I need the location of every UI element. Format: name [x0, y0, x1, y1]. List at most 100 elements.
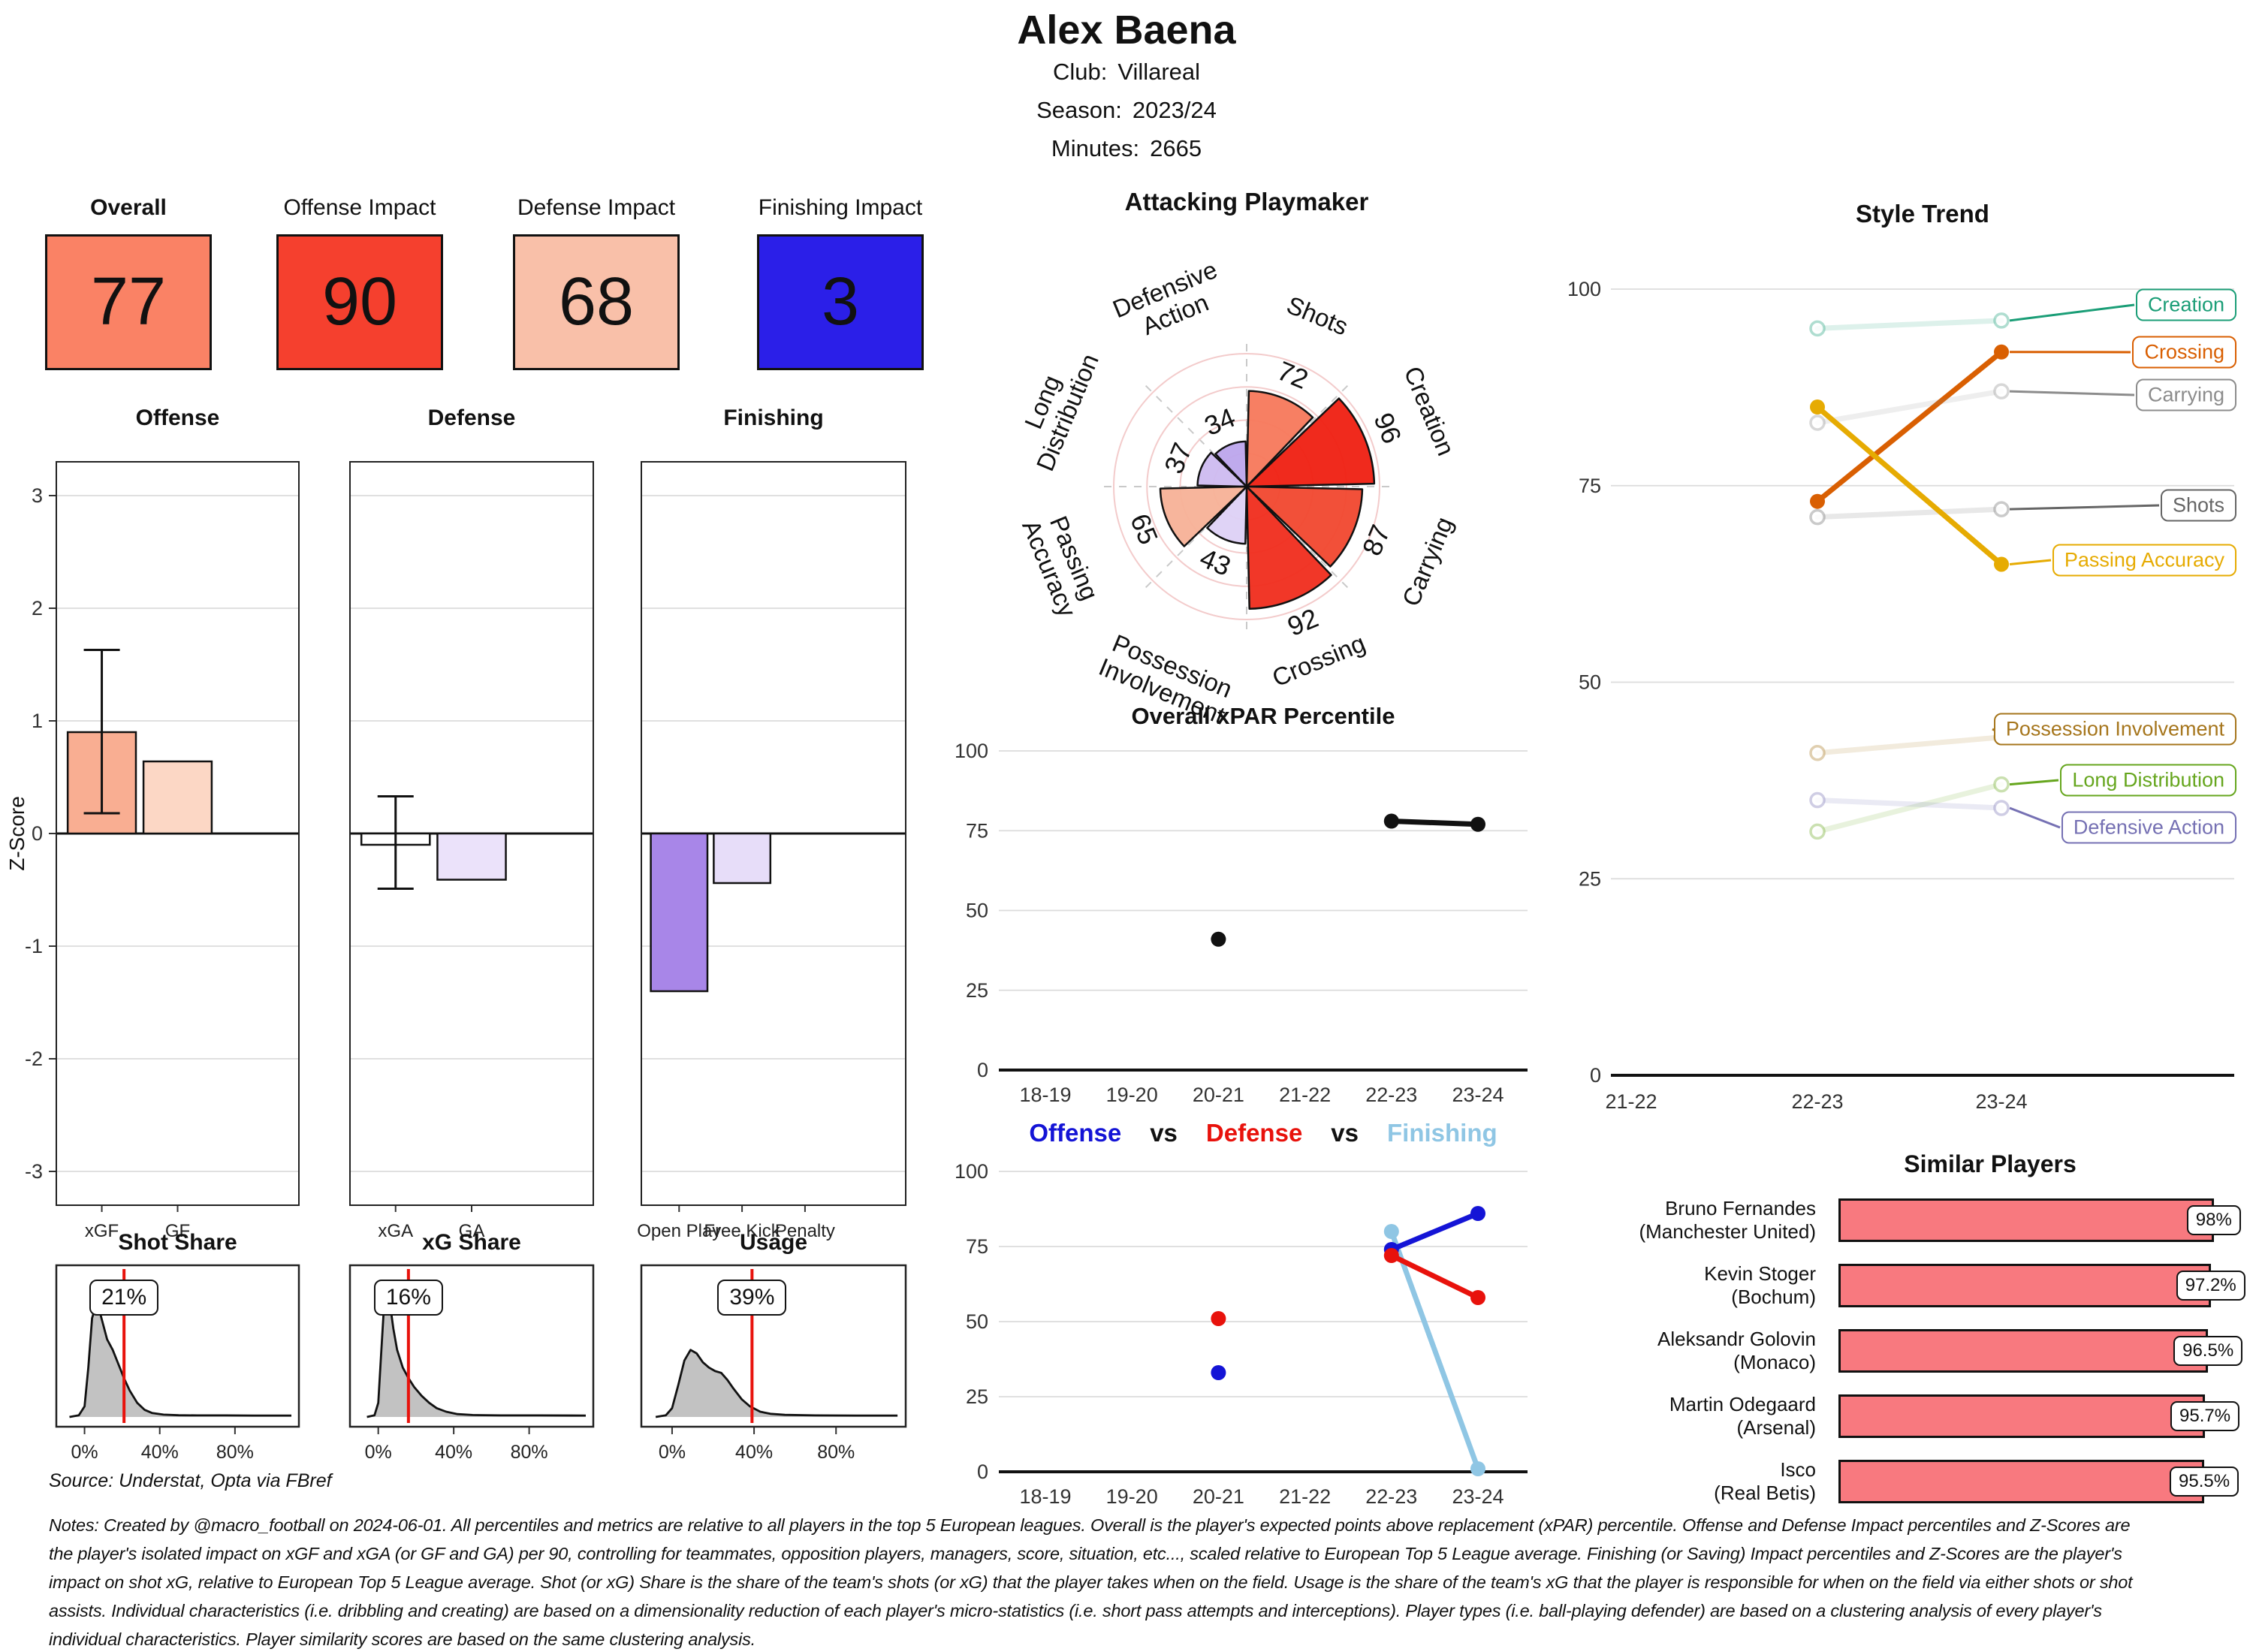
defense-impact-label: Defense Impact	[517, 195, 676, 220]
similarity-bar	[1838, 1394, 2206, 1438]
svg-text:2: 2	[32, 597, 43, 620]
player-name-label: Isco (Real Betis)	[1714, 1458, 1816, 1504]
svg-text:40%: 40%	[735, 1442, 773, 1463]
shot-share-title: Shot Share	[118, 1230, 237, 1255]
finishing-impact-label: Finishing Impact	[758, 195, 923, 220]
svg-text:Crossing: Crossing	[1268, 629, 1369, 692]
svg-text:-3: -3	[25, 1160, 43, 1183]
svg-text:0%: 0%	[659, 1442, 686, 1463]
minutes-label: Minutes:	[1051, 135, 1140, 161]
svg-text:LongDistribution: LongDistribution	[1006, 339, 1104, 475]
svg-text:0%: 0%	[71, 1442, 98, 1463]
series-label-creation: Creation	[2135, 288, 2236, 321]
similarity-bar-area: 98%	[1838, 1198, 2241, 1242]
xpar-title: Overall xPAR Percentile	[1131, 703, 1395, 729]
svg-text:25: 25	[966, 1385, 988, 1408]
club-value: Villareal	[1117, 59, 1201, 85]
club-line: Club: Villareal	[826, 53, 1427, 91]
usage-marker-label: 39%	[717, 1280, 787, 1316]
svg-text:80%: 80%	[511, 1442, 548, 1463]
svg-text:0: 0	[1590, 1064, 1601, 1087]
svg-text:Creation: Creation	[1398, 362, 1460, 459]
notes-line: impact on shot xG, relative to European …	[49, 1572, 2133, 1592]
svg-text:40%: 40%	[141, 1442, 179, 1463]
offense-panel-title: Offense	[135, 405, 220, 430]
svg-text:100: 100	[1567, 278, 1601, 300]
svg-text:1: 1	[32, 710, 43, 732]
similarity-bar	[1838, 1329, 2209, 1373]
svg-text:0: 0	[977, 1059, 988, 1081]
versus-title-vs1: vs	[1150, 1119, 1178, 1147]
similar-players-title: Similar Players	[1904, 1150, 2077, 1177]
versus-title-finishing: Finishing	[1387, 1119, 1497, 1147]
versus-title: Offense vs Defense vs Finishing	[999, 1119, 1528, 1147]
xg-share-marker-label: 16%	[373, 1280, 443, 1316]
similar-player-row: Kevin Stoger (Bochum) 97.2%	[1615, 1262, 2245, 1308]
player-name-label: Bruno Fernandes (Manchester United)	[1639, 1197, 1816, 1243]
svg-text:96: 96	[1368, 408, 1407, 448]
defense-panel-title: Defense	[427, 405, 516, 430]
svg-text:22-23: 22-23	[1365, 1084, 1417, 1106]
svg-text:23-24: 23-24	[1452, 1084, 1504, 1106]
similarity-value: 95.7%	[2170, 1401, 2240, 1431]
svg-text:23-24: 23-24	[1975, 1090, 2027, 1113]
series-label-crossing: Crossing	[2132, 336, 2236, 369]
svg-text:GA: GA	[459, 1221, 485, 1241]
notes-line: the player's isolated impact on xGF and …	[49, 1544, 2122, 1563]
svg-text:18-19: 18-19	[1019, 1485, 1071, 1508]
player-name-label: Aleksandr Golovin (Monaco)	[1657, 1328, 1816, 1373]
svg-text:80%: 80%	[817, 1442, 855, 1463]
svg-text:PassingAccuracy: PassingAccuracy	[1017, 505, 1107, 621]
defense-impact-card: Defense Impact 68	[513, 194, 680, 370]
svg-text:18-19: 18-19	[1019, 1084, 1071, 1106]
svg-text:Z-Score: Z-Score	[5, 796, 29, 871]
similarity-value: 95.5%	[2170, 1467, 2239, 1497]
svg-text:75: 75	[966, 819, 988, 842]
finishing-panel-title: Finishing	[723, 405, 824, 430]
versus-title-vs2: vs	[1331, 1119, 1359, 1147]
svg-text:Carrying: Carrying	[1397, 513, 1458, 610]
svg-text:25: 25	[1579, 867, 1601, 890]
similar-player-row: Aleksandr Golovin (Monaco) 96.5%	[1615, 1328, 2243, 1373]
svg-text:0: 0	[977, 1461, 988, 1483]
similar-player-row: Isco (Real Betis) 95.5%	[1615, 1458, 2239, 1504]
svg-text:xGF: xGF	[85, 1221, 119, 1241]
svg-text:21-22: 21-22	[1279, 1084, 1331, 1106]
svg-text:Free Kick: Free Kick	[704, 1221, 780, 1241]
svg-text:21-22: 21-22	[1279, 1485, 1331, 1508]
svg-text:-1: -1	[25, 935, 43, 957]
notes-block: Notes: Created by @macro_football on 202…	[49, 1511, 2234, 1652]
svg-text:72: 72	[1273, 355, 1313, 395]
season-label: Season:	[1036, 97, 1122, 123]
svg-text:xGA: xGA	[378, 1221, 413, 1241]
svg-text:22-23: 22-23	[1791, 1090, 1843, 1113]
similarity-value: 96.5%	[2173, 1336, 2243, 1366]
svg-text:34: 34	[1200, 402, 1240, 442]
svg-text:Open Play: Open Play	[637, 1221, 721, 1241]
season-line: Season: 2023/24	[826, 91, 1427, 129]
versus-title-defense: Defense	[1205, 1119, 1303, 1147]
series-label-long-distribution: Long Distribution	[2060, 764, 2236, 797]
svg-text:25: 25	[966, 979, 988, 1002]
similar-player-row: Martin Odegaard (Arsenal) 95.7%	[1615, 1393, 2240, 1439]
svg-text:37: 37	[1158, 439, 1198, 478]
notes-line: individual characteristics. Player simil…	[49, 1629, 756, 1649]
svg-text:19-20: 19-20	[1106, 1485, 1158, 1508]
similarity-value: 97.2%	[2176, 1271, 2245, 1301]
svg-text:19-20: 19-20	[1106, 1084, 1158, 1106]
svg-text:Shots: Shots	[1283, 291, 1352, 340]
notes-line: assists. Individual characteristics (i.e…	[49, 1601, 2102, 1620]
overall-card-label: Overall	[90, 195, 167, 220]
style-trend-title: Style Trend	[1856, 200, 1989, 228]
player-name-label: Martin Odegaard (Arsenal)	[1669, 1393, 1816, 1439]
svg-text:65: 65	[1124, 509, 1164, 549]
header: Alex Baena Club: Villareal Season: 2023/24…	[826, 8, 1427, 167]
similarity-bar	[1838, 1264, 2211, 1307]
svg-text:50: 50	[1579, 671, 1601, 694]
svg-text:20-21: 20-21	[1193, 1084, 1244, 1106]
svg-text:22-23: 22-23	[1365, 1485, 1417, 1508]
svg-text:50: 50	[966, 1310, 988, 1333]
svg-text:GF: GF	[165, 1221, 190, 1241]
series-label-defensive-action: Defensive Action	[2061, 811, 2236, 844]
